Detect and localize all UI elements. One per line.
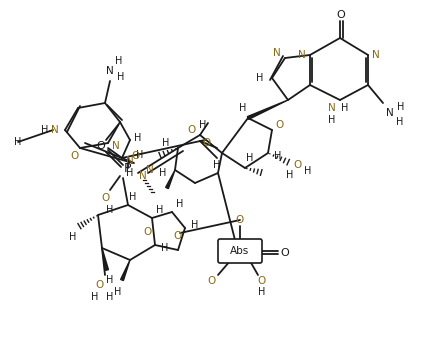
Text: H: H [397,102,405,112]
Text: H: H [115,56,123,66]
Polygon shape [247,100,288,119]
Text: H: H [191,220,198,230]
Text: H: H [156,205,164,215]
Text: O: O [144,227,152,237]
Text: O: O [102,193,110,203]
Text: H: H [136,150,144,160]
Text: N: N [112,141,120,151]
Text: O: O [258,276,266,286]
Text: O: O [276,120,284,130]
Text: N: N [139,171,147,181]
Text: N: N [386,108,394,118]
Text: O: O [71,151,79,161]
Text: N: N [51,125,59,135]
Text: H: H [91,292,99,302]
Text: H: H [246,153,254,163]
Text: O: O [203,138,211,148]
Text: N: N [328,103,336,113]
Text: H: H [134,133,142,143]
Text: H: H [41,125,49,135]
Text: O: O [294,160,302,170]
Text: O: O [174,231,182,241]
Text: H: H [274,151,282,161]
Text: O: O [96,141,105,151]
Text: H: H [258,287,266,297]
Polygon shape [166,170,175,188]
Text: H: H [106,205,113,215]
Text: Abs: Abs [230,246,249,256]
Text: H: H [256,73,264,83]
Text: O: O [236,215,244,225]
Text: H: H [328,115,336,125]
Text: H: H [304,166,312,176]
Text: H: H [286,170,294,180]
Text: N: N [273,48,281,58]
Text: P: P [124,162,132,174]
Text: H: H [129,192,137,202]
Text: H: H [126,168,134,178]
Text: H: H [162,138,170,148]
Text: H: H [341,103,348,113]
Text: H: H [69,232,76,242]
Text: H: H [162,243,169,253]
Text: O: O [337,10,346,20]
Text: H: H [114,287,122,297]
Text: O: O [96,280,104,290]
Text: N: N [146,165,154,175]
Text: H: H [176,199,184,209]
Text: O: O [280,248,289,258]
Text: H: H [199,120,207,130]
Text: O: O [208,276,216,286]
FancyBboxPatch shape [218,239,262,263]
Text: H: H [106,292,113,302]
Text: N: N [126,156,134,166]
Text: H: H [213,160,221,170]
Text: N: N [106,66,114,76]
Text: O: O [132,151,140,161]
Text: N: N [298,50,306,60]
Text: N: N [372,50,380,60]
Text: H: H [117,72,125,82]
Text: H: H [106,275,113,285]
Polygon shape [121,260,130,281]
Text: O: O [188,125,196,135]
Polygon shape [102,248,108,270]
Text: H: H [239,103,246,113]
Text: H: H [14,137,22,147]
Text: H: H [159,168,167,178]
Text: H: H [396,117,404,127]
